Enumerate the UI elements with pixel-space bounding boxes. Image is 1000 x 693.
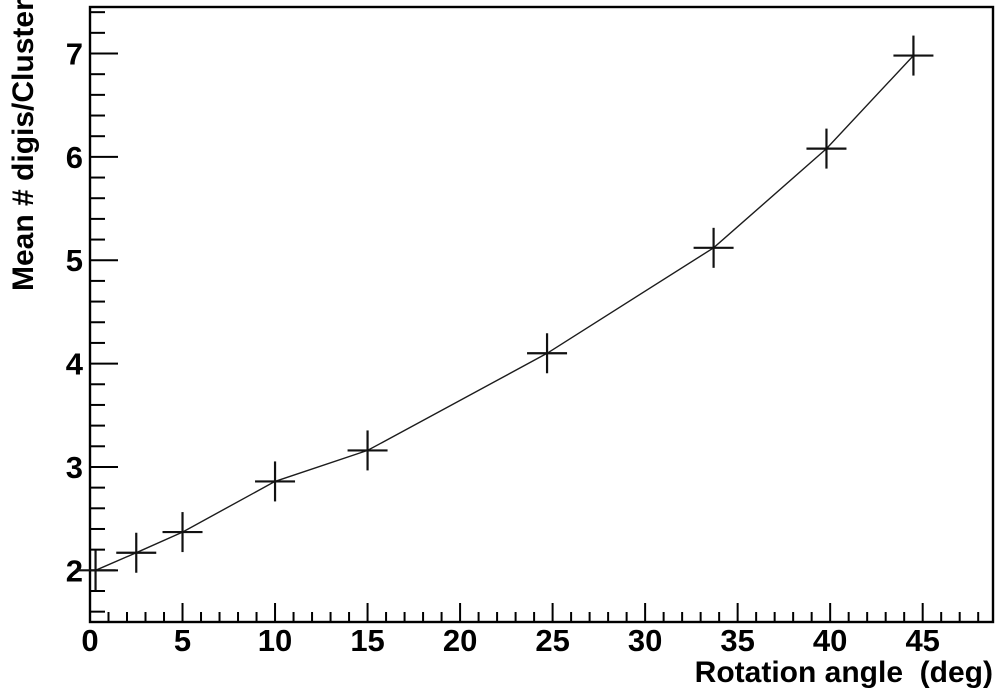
x-tick-label: 25 [535, 623, 569, 658]
x-axis: 0 5 10 15 20 25 30 35 40 45 [81, 603, 980, 658]
x-tick-label: 5 [174, 623, 191, 658]
x-tick-label: 35 [720, 623, 754, 658]
y-tick-label: 6 [66, 140, 83, 175]
x-axis-title: Rotation angle (deg) [695, 656, 993, 689]
data-point-marker [75, 550, 116, 591]
data-point-marker [693, 227, 734, 268]
data-markers [75, 35, 934, 591]
series-line [95, 55, 914, 571]
data-point-marker [527, 333, 568, 374]
y-tick-label: 4 [66, 347, 84, 382]
data-point-marker [893, 35, 934, 76]
frame-border [88, 5, 995, 624]
y-tick-label: 2 [66, 553, 83, 588]
data-point-marker [347, 430, 388, 471]
data-point-marker [162, 512, 203, 553]
x-tick-label: 45 [905, 623, 939, 658]
x-tick-label: 10 [258, 623, 292, 658]
x-tick-label: 40 [813, 623, 847, 658]
y-axis-title: Mean # digis/Cluster [7, 0, 40, 291]
data-point-marker [806, 128, 847, 169]
y-axis: 2 3 4 5 6 7 [66, 11, 118, 613]
x-tick-label: 15 [350, 623, 384, 658]
x-tick-label: 30 [628, 623, 662, 658]
y-tick-label: 3 [66, 450, 83, 485]
y-tick-label: 5 [66, 243, 83, 278]
data-point-marker [116, 532, 157, 573]
y-tick-label: 7 [66, 37, 83, 72]
x-tick-label: 0 [81, 623, 98, 658]
data-point-marker [255, 461, 296, 502]
series-polyline [95, 55, 914, 571]
x-tick-label: 20 [443, 623, 477, 658]
plot-frame [88, 5, 995, 624]
